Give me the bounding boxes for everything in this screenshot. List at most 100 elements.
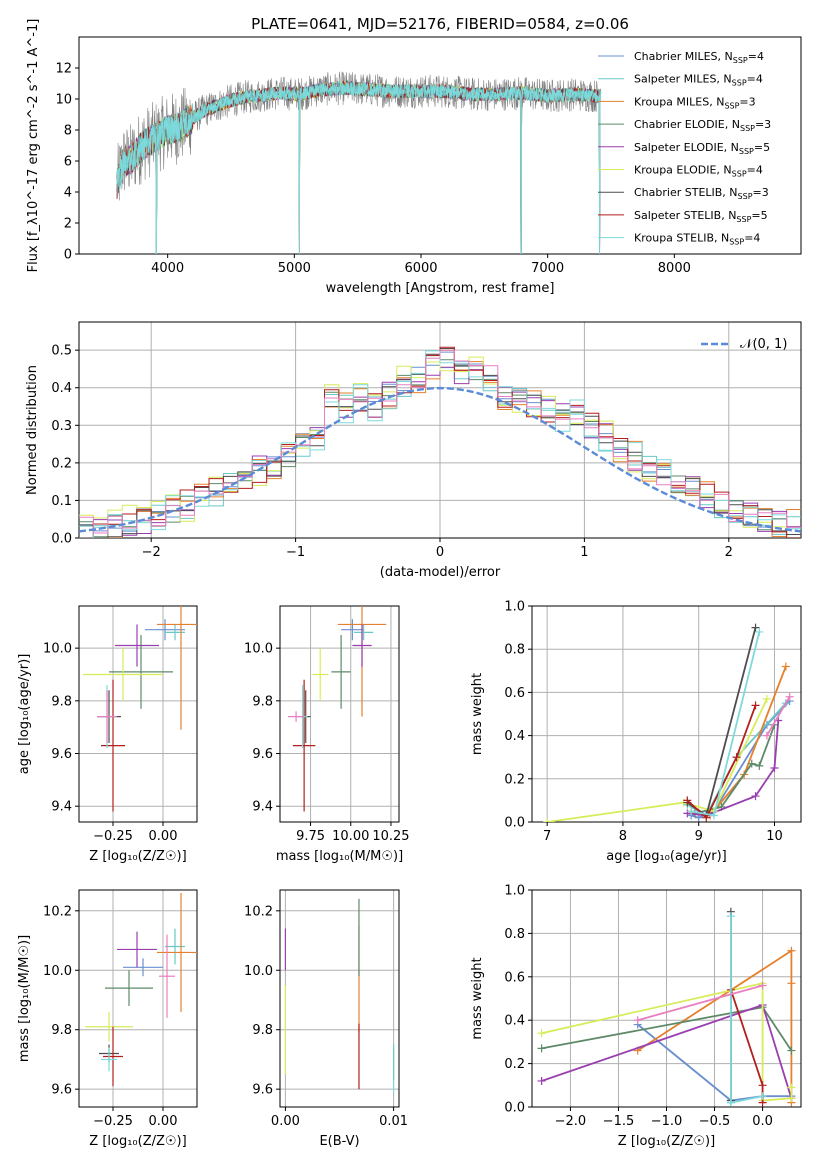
weight-marker — [726, 912, 735, 921]
legend-sub: SSP — [732, 170, 747, 179]
x-tick-label: 2 — [725, 545, 733, 560]
plot-area-mass-vs-Z — [85, 892, 197, 1087]
legend-sub: SSP — [739, 147, 754, 156]
plot-area-age-vs-Z — [83, 606, 197, 812]
weight-marker — [537, 1076, 546, 1085]
x-tick-label: 0.01 — [379, 1114, 408, 1129]
weight-marker — [787, 979, 796, 988]
y-tick-label: 10.0 — [43, 642, 72, 657]
weight-marker — [683, 796, 692, 805]
weight-line-2 — [637, 949, 793, 1103]
y-tick-label: 8 — [64, 124, 72, 139]
spectrum-model-2 — [116, 81, 602, 254]
legend-entry: 𝒩(0, 1) — [740, 337, 787, 352]
x-tick-label: 10 — [766, 829, 783, 844]
x-tick-label: 10.25 — [372, 829, 409, 844]
legend-label: Kroupa ELODIE, N — [634, 164, 732, 177]
y-tick-label: 10.0 — [43, 964, 72, 979]
y-tick-label: 0.6 — [504, 686, 525, 701]
y-tick-label: 0.2 — [504, 1057, 525, 1072]
legend-label: Kroupa MILES, N — [634, 95, 724, 108]
y-tick-label: 0.1 — [51, 494, 72, 509]
x-tick-label: 0.00 — [149, 1114, 178, 1129]
legend-label: Salpeter MILES, N — [634, 73, 732, 86]
y-tick-label: 9.8 — [51, 694, 72, 709]
legend-sub: SSP — [738, 192, 753, 201]
weight-marker — [702, 813, 711, 822]
axes-frame — [279, 605, 400, 823]
chart-spectrum: 4000 5000 6000 7000 8000 0 2 4 6 8 10 12 wavelength … — [26, 19, 802, 296]
chart-weight-vs-age: 7 8 9 10 0.0 0.2 0.4 0.6 0.8 1.0 age [log₁₀(age/yr… — [470, 600, 802, 864]
plot-area-mass-vs-EBV — [284, 898, 395, 1093]
figure-title: PLATE=0641, MJD=52176, FIBERID=0584, z=0… — [251, 15, 629, 33]
legend-label: Salpeter ELODIE, N — [634, 141, 739, 154]
y-axis-label: Flux [f_λ10^-17 erg cm^-2 s^-1 A^-1] — [26, 19, 41, 273]
y-tick-label: 1.0 — [504, 600, 525, 615]
weight-marker — [709, 811, 718, 820]
legend-suffix: =5 — [751, 209, 767, 222]
legend-suffix: =4 — [747, 73, 763, 86]
legend-sub: SSP — [729, 238, 744, 247]
legend-entry: Chabrier STELIB, NSSP=3 — [634, 186, 769, 201]
axes-frame — [279, 889, 400, 1108]
weight-marker — [751, 701, 760, 710]
axes-frame — [78, 321, 802, 539]
y-tick-label: 0 — [64, 248, 72, 263]
chart-mass-vs-Z: −0.25 0.00 9.6 9.8 10.0 10.2 Z [log₁₀(Z/Z☉)] ma… — [17, 889, 198, 1149]
weight-line-9 — [766, 696, 791, 737]
x-axis-label: age [log₁₀(age/yr)] — [606, 849, 727, 864]
x-tick-label: −2 — [142, 545, 161, 560]
y-tick-label: 9.6 — [252, 747, 273, 762]
histogram-8 — [79, 350, 801, 538]
weight-marker — [747, 759, 756, 768]
x-axis-label: mass [log₁₀(M/M☉)] — [276, 849, 403, 864]
y-tick-label: 9.6 — [252, 1083, 273, 1098]
x-tick-label: 8000 — [658, 261, 691, 276]
weight-marker — [762, 694, 771, 703]
weight-marker — [787, 946, 796, 955]
x-tick-label: 4000 — [151, 261, 184, 276]
y-tick-label: 10.2 — [244, 904, 273, 919]
chart-residuals: −2 −1 0 1 2 0.0 0.1 0.2 0.3 0.4 0.5 (data-model)/er… — [25, 321, 802, 580]
x-tick-label: 5000 — [278, 261, 311, 276]
chart-age-vs-mass: 9.75 10.00 10.25 9.4 9.6 9.8 10.0 mass [log₁₀(M… — [244, 605, 410, 864]
weight-marker — [787, 1046, 796, 1055]
legend-entry: Salpeter ELODIE, NSSP=5 — [634, 141, 770, 156]
weight-marker — [726, 1098, 735, 1107]
y-tick-label: 9.8 — [252, 694, 273, 709]
legend-entry: Salpeter STELIB, NSSP=5 — [634, 209, 768, 224]
x-tick-label: −1.0 — [651, 1114, 683, 1129]
y-tick-label: 0.0 — [504, 816, 525, 831]
x-tick-label: 8 — [619, 829, 627, 844]
plot-area-spectrum — [116, 71, 602, 254]
y-tick-label: 0.2 — [51, 456, 72, 471]
weight-marker — [755, 761, 764, 770]
legend-sub: SSP — [733, 56, 748, 65]
legend-label: Chabrier STELIB, N — [634, 186, 738, 199]
y-tick-label: 9.8 — [51, 1023, 72, 1038]
axes-frame — [78, 889, 198, 1108]
weight-marker — [770, 764, 779, 772]
legend-label: Kroupa STELIB, N — [634, 232, 729, 245]
legend-label: Salpeter STELIB, N — [634, 209, 736, 222]
weight-marker — [683, 809, 692, 818]
histogram-9 — [79, 349, 801, 534]
y-axis-label: age [log₁₀(age/yr)] — [17, 654, 32, 775]
x-tick-label: 0.00 — [149, 829, 178, 844]
y-tick-label: 0.8 — [504, 643, 525, 658]
legend-suffix: =5 — [754, 141, 770, 154]
y-tick-label: 0.5 — [51, 344, 72, 359]
x-tick-label: 0.00 — [271, 1114, 300, 1129]
legend-entry: Salpeter MILES, NSSP=4 — [634, 73, 763, 88]
legend-label: Chabrier MILES, N — [634, 50, 733, 63]
x-tick-label: −2.0 — [555, 1114, 587, 1129]
plot-area-weight-vs-Z — [537, 907, 796, 1107]
plot-area-weight-vs-age — [543, 623, 794, 822]
weight-line-5 — [547, 698, 768, 822]
y-tick-label: 0.3 — [51, 419, 72, 434]
legend-sub: SSP — [736, 215, 751, 224]
weight-marker — [755, 627, 764, 636]
x-tick-label: 9.75 — [296, 829, 325, 844]
